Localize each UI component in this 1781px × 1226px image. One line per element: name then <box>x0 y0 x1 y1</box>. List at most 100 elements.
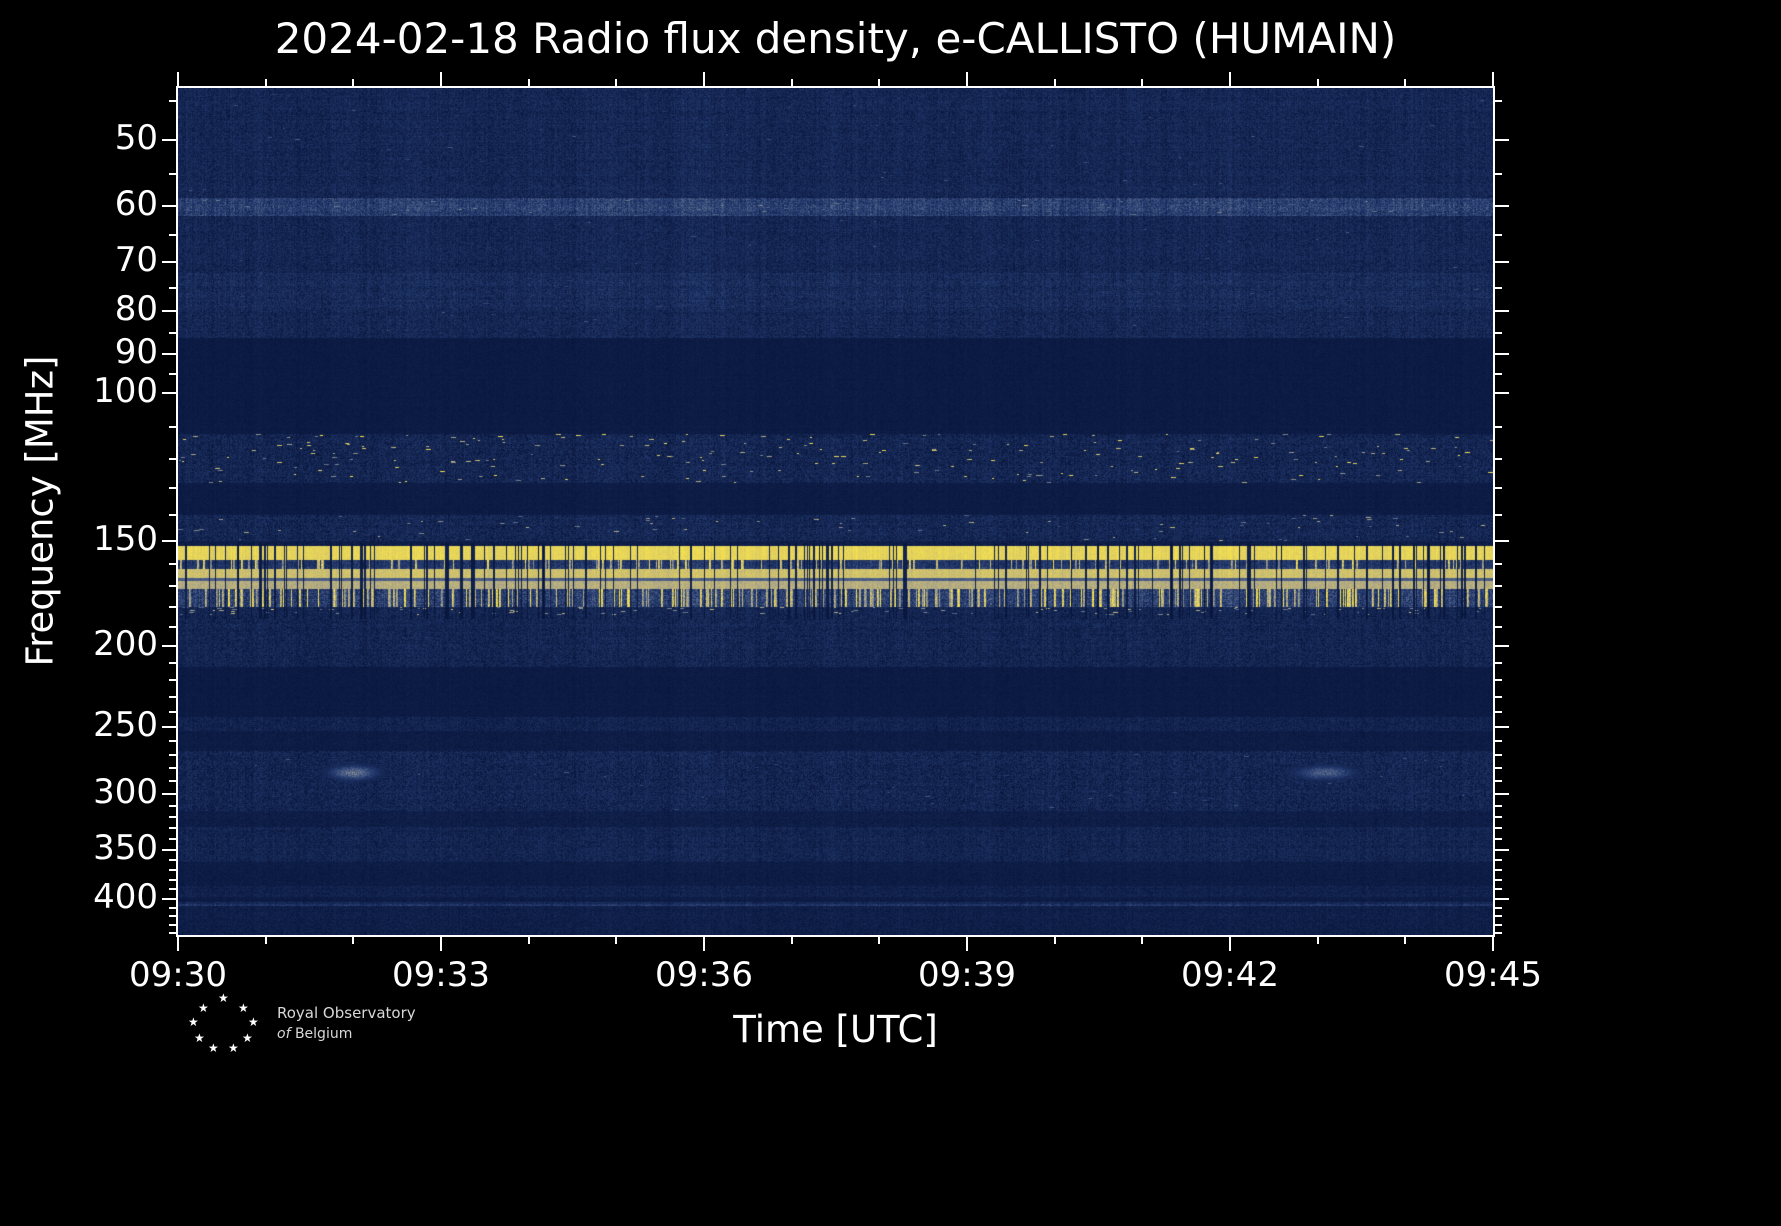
y-major-tick <box>162 310 176 313</box>
y-minor-tick-right <box>1495 906 1502 909</box>
y-minor-tick <box>169 804 176 807</box>
logo-line1: Royal Observatory <box>277 1004 416 1022</box>
y-minor-tick-right <box>1495 695 1502 698</box>
x-major-tick-top <box>966 72 968 86</box>
x-axis-label: Time [UTC] <box>733 1008 938 1051</box>
y-minor-tick-right <box>1495 487 1502 490</box>
y-minor-tick-right <box>1495 711 1502 714</box>
y-minor-tick <box>169 869 176 872</box>
y-minor-tick-right <box>1495 100 1502 103</box>
y-minor-tick-right <box>1495 838 1502 841</box>
y-minor-tick <box>169 487 176 490</box>
y-minor-tick-right <box>1495 827 1502 830</box>
x-minor-tick <box>878 937 881 944</box>
y-minor-tick-right <box>1495 173 1502 176</box>
x-minor-tick <box>527 937 530 944</box>
x-minor-tick-top <box>790 79 793 86</box>
x-major-tick-top <box>1229 72 1231 86</box>
y-major-tick <box>162 205 176 208</box>
chart-title: 2024-02-18 Radio flux density, e-CALLIST… <box>274 14 1397 63</box>
y-minor-tick-right <box>1495 767 1502 770</box>
y-major-tick-right <box>1495 205 1509 208</box>
x-minor-tick-top <box>878 79 881 86</box>
y-major-tick <box>162 726 176 729</box>
y-minor-tick <box>169 173 176 176</box>
y-major-tick-right <box>1495 353 1509 356</box>
y-minor-tick <box>169 679 176 682</box>
y-major-tick-right <box>1495 539 1509 542</box>
y-minor-tick-right <box>1495 816 1502 819</box>
y-major-tick-right <box>1495 848 1509 851</box>
y-tick-label: 70 <box>114 240 158 281</box>
star-icon: ★ <box>198 1001 209 1015</box>
y-minor-tick-right <box>1495 234 1502 237</box>
y-minor-tick <box>169 878 176 881</box>
x-tick-label: 09:39 <box>918 955 1016 995</box>
y-minor-tick <box>169 780 176 783</box>
y-minor-tick-right <box>1495 679 1502 682</box>
y-minor-tick-right <box>1495 869 1502 872</box>
y-minor-tick <box>169 859 176 862</box>
plot-area <box>176 86 1495 937</box>
y-minor-tick-right <box>1495 878 1502 881</box>
x-minor-tick <box>790 937 793 944</box>
x-minor-tick-top <box>352 79 355 86</box>
x-minor-tick-top <box>1053 79 1056 86</box>
y-minor-tick <box>169 426 176 429</box>
y-tick-label: 90 <box>114 332 158 373</box>
y-minor-tick <box>169 234 176 237</box>
y-minor-tick <box>169 100 176 103</box>
y-minor-tick <box>169 662 176 665</box>
y-tick-label: 200 <box>93 623 158 664</box>
y-major-tick <box>162 261 176 264</box>
star-icon: ★ <box>218 991 229 1005</box>
star-icon: ★ <box>228 1041 239 1055</box>
x-major-tick-top <box>1492 72 1494 86</box>
y-minor-tick <box>169 332 176 335</box>
x-major-tick <box>1229 937 1231 951</box>
x-major-tick <box>440 937 442 951</box>
y-minor-tick-right <box>1495 859 1502 862</box>
x-major-tick-top <box>703 72 705 86</box>
y-tick-label: 60 <box>114 184 158 225</box>
x-tick-label: 09:45 <box>1444 955 1542 995</box>
y-minor-tick <box>169 372 176 375</box>
x-major-tick <box>703 937 705 951</box>
x-major-tick <box>177 937 179 951</box>
logo-line2-rest: Belgium <box>294 1026 353 1042</box>
y-major-tick <box>162 897 176 900</box>
y-minor-tick <box>169 923 176 926</box>
logo-line2-of: of <box>277 1026 291 1042</box>
y-minor-tick-right <box>1495 426 1502 429</box>
y-tick-label: 300 <box>93 771 158 812</box>
y-minor-tick-right <box>1495 372 1502 375</box>
x-major-tick <box>966 937 968 951</box>
y-minor-tick <box>169 585 176 588</box>
star-icon: ★ <box>188 1015 199 1029</box>
y-major-tick-right <box>1495 644 1509 647</box>
x-minor-tick-top <box>1404 79 1407 86</box>
x-tick-label: 09:42 <box>1181 955 1279 995</box>
x-minor-tick-top <box>527 79 530 86</box>
x-major-tick-top <box>177 72 179 86</box>
y-minor-tick-right <box>1495 662 1502 665</box>
x-minor-tick <box>1404 937 1407 944</box>
y-minor-tick <box>169 888 176 891</box>
rob-logo: ★ ★ ★ ★ ★ ★ ★ ★ ★ Royal Observatory of B… <box>182 992 502 1062</box>
y-tick-label: 350 <box>93 827 158 868</box>
y-major-tick <box>162 848 176 851</box>
y-minor-tick-right <box>1495 514 1502 517</box>
y-minor-tick <box>169 827 176 830</box>
y-major-tick-right <box>1495 138 1509 141</box>
y-minor-tick-right <box>1495 585 1502 588</box>
x-minor-tick <box>352 937 355 944</box>
x-minor-tick <box>615 937 618 944</box>
y-minor-tick <box>169 625 176 628</box>
x-tick-label: 09:33 <box>392 955 490 995</box>
x-major-tick <box>1492 937 1494 951</box>
y-minor-tick-right <box>1495 606 1502 609</box>
x-minor-tick <box>1053 937 1056 944</box>
y-tick-label: 250 <box>93 705 158 746</box>
x-minor-tick <box>1141 937 1144 944</box>
